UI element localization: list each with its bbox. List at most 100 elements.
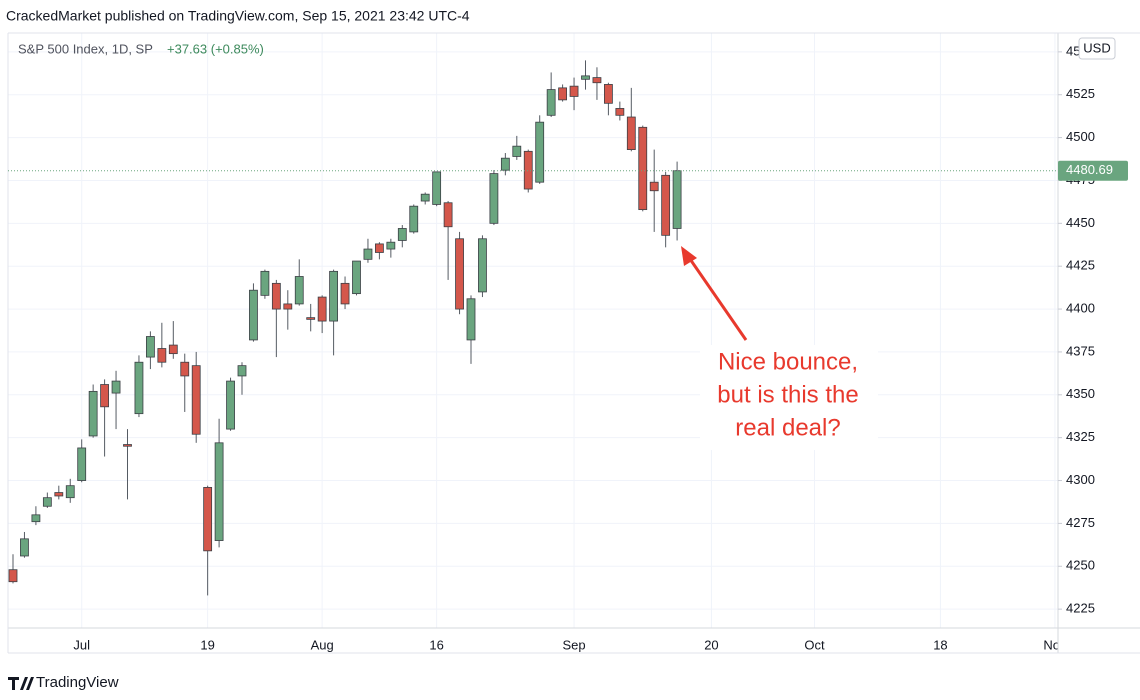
y-tick-label: 4300 [1066, 472, 1095, 487]
candle-body [191, 365, 201, 435]
y-tick-label: 4450 [1066, 215, 1095, 230]
last-price-label: 4480.69 [1066, 162, 1113, 177]
y-tick-label: 4375 [1066, 343, 1095, 358]
candle-body [8, 569, 18, 583]
annotation: real deal? [735, 414, 840, 441]
candle-body [546, 89, 556, 116]
candle-body [649, 181, 659, 192]
candle-body [397, 228, 407, 241]
annotation: but is this the [717, 381, 858, 408]
currency: USD [1083, 40, 1110, 55]
x-tick-label: Jul [73, 637, 90, 652]
x-tick-label: 20 [704, 637, 718, 652]
candle-body [77, 447, 87, 481]
currency-box [1078, 37, 1116, 60]
candle-body [111, 380, 121, 394]
candle-body [100, 384, 109, 408]
y-tick-label: 4250 [1066, 558, 1095, 573]
grid [8, 33, 1058, 628]
candle-body [409, 205, 419, 233]
candle-body [592, 77, 602, 84]
candle-body [42, 497, 52, 507]
candle-body [271, 282, 281, 310]
y-tick-label: 4275 [1066, 515, 1095, 530]
candle-body [455, 238, 464, 310]
candle-body [500, 157, 510, 171]
candle-body [88, 390, 98, 437]
candle-body [604, 84, 613, 104]
last-price-box [1058, 160, 1128, 181]
x-tick-label: 19 [200, 637, 214, 652]
x-tick-label: 18 [933, 637, 947, 652]
candle-body [626, 116, 636, 150]
candle-body [661, 174, 671, 236]
candle-body [672, 170, 682, 229]
x-tick-label: Nov [1043, 637, 1067, 652]
logo [8, 677, 34, 690]
candle-body [615, 108, 625, 116]
candle-body [523, 150, 533, 190]
x-tick-label: 16 [429, 637, 443, 652]
y-tick-label: 4400 [1066, 301, 1095, 316]
x-tick-label: Oct [804, 637, 825, 652]
annotation-bg [700, 345, 878, 450]
chart-title: S&P 500 Index, 1D, SP [18, 41, 153, 56]
candle-body [54, 492, 64, 497]
x-axis: Jul 19 Aug 16 Sep 20 Oct 18 Nov [73, 637, 1067, 652]
x-tick-label: Sep [562, 637, 585, 652]
candle-body [294, 276, 304, 305]
candle-body [20, 538, 29, 557]
overlay: 4480.69 USD Nice bounce, but is this the rea… [8, 37, 1128, 450]
header: CrackedMarket published on TradingView.c… [6, 8, 470, 24]
candle-body [466, 298, 476, 341]
candle-body [65, 485, 75, 499]
candle-body [123, 444, 132, 447]
candle-body [374, 243, 384, 253]
candle-body [249, 289, 258, 341]
candle-body [569, 85, 579, 97]
annotation: Nice bounce, [718, 348, 858, 375]
candle-body [386, 241, 396, 250]
candle-body [512, 145, 522, 157]
price-axis-panel [1058, 33, 1140, 653]
candle-body [329, 270, 339, 322]
candle-body [352, 260, 361, 295]
candle-body [237, 365, 247, 377]
candle-body [363, 248, 373, 260]
y-tick-label: 4350 [1066, 386, 1095, 401]
candle-body [145, 336, 155, 358]
candle-body [420, 193, 430, 202]
candle-body [226, 380, 235, 430]
y-tick-label: 4425 [1066, 258, 1095, 273]
candle-body [180, 361, 190, 377]
candle-body [443, 202, 453, 228]
candle-body [581, 75, 590, 80]
footer: TradingView [36, 674, 119, 691]
candle-body [432, 171, 442, 205]
candle-body [203, 486, 213, 552]
candle-body [489, 173, 499, 224]
change: +37.63 (+0.85%) [167, 41, 264, 56]
y-tick-label: 4325 [1066, 429, 1095, 444]
y-tick-label: 4500 [1066, 129, 1095, 144]
candle-body [558, 87, 567, 101]
candle-body [157, 348, 167, 363]
candles [8, 60, 682, 596]
candle-body [317, 296, 327, 322]
candle-body [535, 121, 545, 183]
candle-body [260, 270, 270, 296]
candle-body [306, 317, 316, 320]
footer-logo: TradingView [8, 674, 119, 691]
candle-body [31, 514, 41, 523]
y-tick-label: 4525 [1066, 86, 1095, 101]
y-tick-label: 4225 [1066, 601, 1095, 616]
candle-body [340, 282, 350, 305]
annotation-arrow [688, 258, 748, 341]
candle-body [283, 303, 293, 310]
candle-body [214, 442, 224, 541]
candle-body [168, 344, 178, 355]
candle-body [134, 361, 144, 415]
annotation-arrowhead [681, 246, 697, 266]
x-tick-label: Aug [311, 637, 334, 652]
